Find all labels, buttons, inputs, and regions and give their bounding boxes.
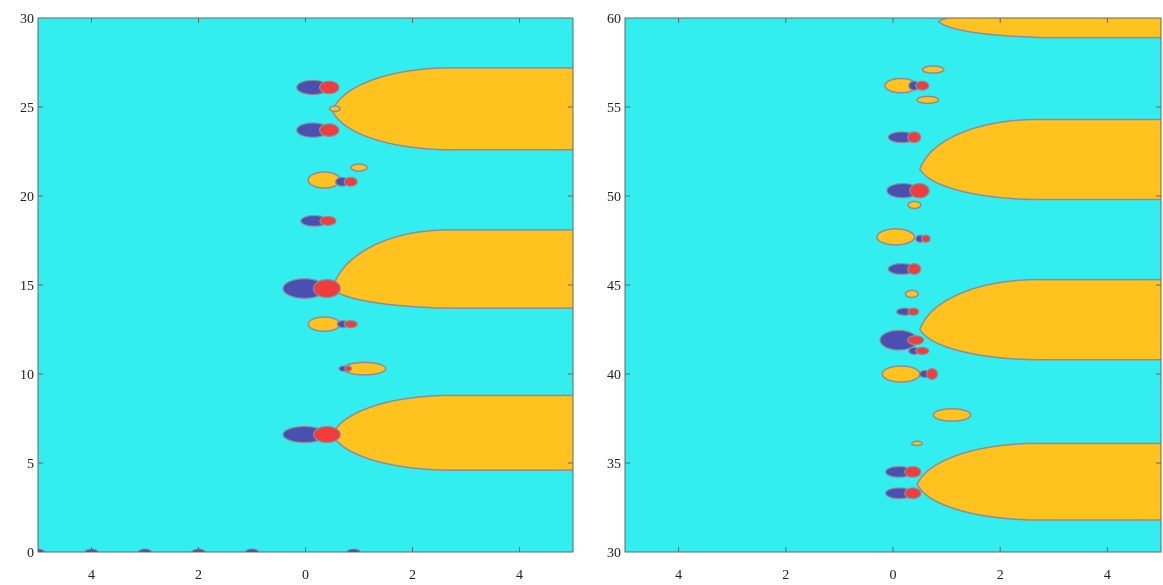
yellow-band: [918, 118, 1161, 201]
red-blob: [343, 176, 358, 187]
yellow-band: [937, 18, 1161, 39]
y-tick-label: 55: [607, 101, 621, 116]
x-tick-label: 2: [782, 568, 789, 583]
yellow-band: [331, 394, 573, 471]
red-blob: [904, 465, 922, 478]
yellow-island: [904, 289, 919, 299]
yellow-island: [350, 163, 368, 172]
yellow-island: [916, 95, 940, 105]
red-blob: [312, 279, 341, 299]
yellow-island: [911, 440, 924, 447]
red-blob: [319, 215, 337, 226]
red-blob: [915, 346, 930, 356]
red-blob: [312, 425, 341, 444]
yellow-band: [918, 278, 1161, 361]
red-blob: [907, 307, 920, 316]
y-tick-label: 50: [607, 190, 621, 205]
x-tick-label: 4: [1104, 568, 1111, 583]
x-tick-label: 4: [516, 568, 523, 583]
red-blob: [319, 80, 340, 95]
y-tick-label: 60: [607, 12, 621, 27]
y-tick-label: 15: [20, 279, 34, 294]
red-blob: [926, 368, 939, 380]
y-tick-label: 0: [27, 546, 34, 561]
y-tick-label: 10: [20, 368, 34, 383]
yellow-island: [881, 365, 921, 383]
yellow-island: [307, 171, 342, 189]
y-tick-label: 35: [607, 457, 621, 472]
right-panel: 30 35 40 45 50 55 60 4 2 0 2 4: [607, 12, 1162, 583]
x-tick-label: 4: [88, 568, 95, 583]
yellow-island: [907, 200, 922, 210]
x-tick-label: 0: [302, 568, 309, 583]
y-tick-label: 30: [607, 546, 621, 561]
red-blob: [904, 487, 922, 500]
red-blob: [319, 123, 340, 137]
x-tick-label: 2: [409, 568, 416, 583]
x-tick-label: 2: [997, 568, 1004, 583]
x-tick-label: 0: [890, 568, 897, 583]
red-blob: [344, 365, 353, 372]
y-tick-label: 30: [20, 12, 34, 27]
axis-blob: [38, 548, 45, 552]
plot-area: [876, 18, 1161, 521]
yellow-band: [331, 229, 573, 309]
yellow-island: [328, 105, 342, 113]
y-tick-label: 20: [20, 190, 34, 205]
red-blob: [909, 182, 930, 199]
axis-blob: [346, 548, 361, 552]
axis-blob: [138, 548, 152, 552]
yellow-band: [331, 67, 573, 151]
yellow-island: [307, 316, 342, 333]
red-blob: [907, 131, 922, 144]
plot-area: [38, 67, 573, 552]
yellow-band: [916, 442, 1161, 521]
y-tick-label: 45: [607, 279, 621, 294]
red-blob: [907, 263, 922, 275]
yellow-island: [921, 65, 945, 74]
yellow-island: [876, 228, 916, 246]
red-blob: [915, 80, 930, 91]
y-tick-label: 5: [27, 457, 34, 472]
axis-blob: [245, 548, 259, 552]
red-blob: [906, 335, 925, 346]
red-blob: [921, 234, 931, 243]
y-tick-label: 40: [607, 368, 621, 383]
x-tick-label: 4: [675, 568, 682, 583]
y-tick-label: 25: [20, 101, 34, 116]
red-blob: [343, 320, 358, 329]
x-tick-label: 2: [195, 568, 202, 583]
yellow-island: [932, 407, 972, 422]
